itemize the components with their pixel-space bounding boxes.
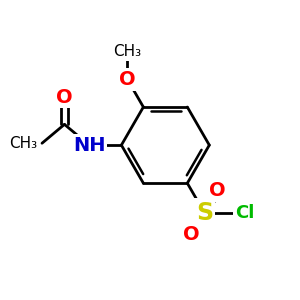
Text: S: S	[196, 201, 213, 225]
Text: O: O	[183, 225, 200, 244]
Text: NH: NH	[73, 136, 105, 154]
Text: CH₃: CH₃	[9, 136, 37, 151]
Text: O: O	[209, 181, 225, 200]
Text: O: O	[56, 88, 73, 106]
Text: CH₃: CH₃	[113, 44, 141, 59]
Text: O: O	[119, 70, 136, 88]
Text: Cl: Cl	[235, 204, 254, 222]
